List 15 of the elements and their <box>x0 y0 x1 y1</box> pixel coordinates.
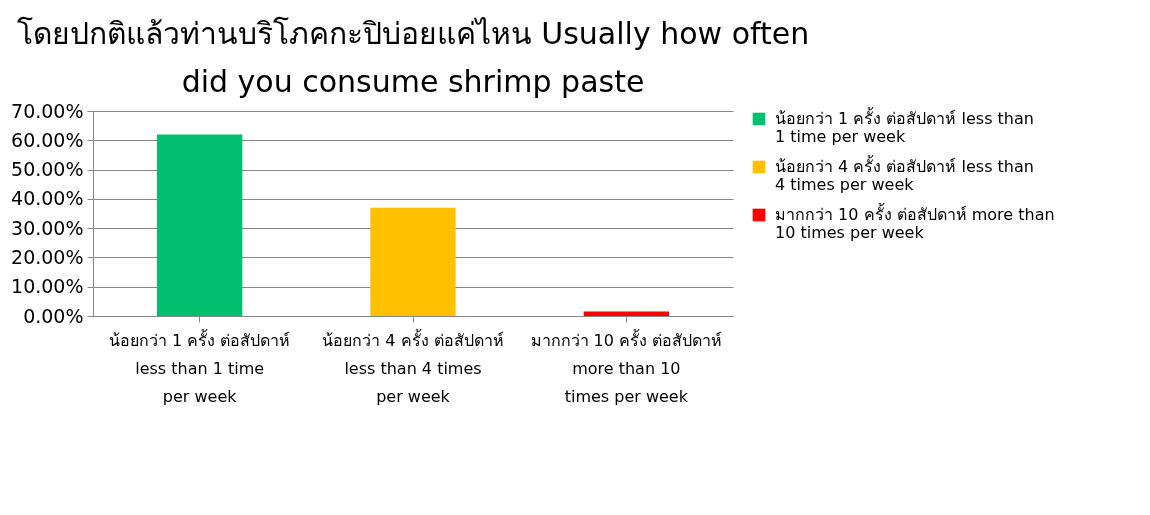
y-tick-label: 0.00% <box>23 304 84 327</box>
y-tick-label: 60.00% <box>11 128 84 151</box>
y-tick-label: 40.00% <box>11 187 84 210</box>
x-tick-label: น้อยกว่า 1 ครั้ง ต่อสัปดาห์ less than 1 time per week <box>108 328 291 406</box>
y-tick-label: 20.00% <box>11 245 84 268</box>
y-tick-label: 30.00% <box>11 216 84 239</box>
x-tick-label: มากกว่า 10 ครั้ง ต่อสัปดาห์ more than 10 times per week <box>530 328 723 406</box>
legend-label: น้อยกว่า 4 ครั้ง ต่อสัปดาห์ less than 4 times per week <box>775 155 1034 194</box>
y-tick-label: 70.00% <box>11 99 84 122</box>
y-tick-label: 10.00% <box>11 275 84 298</box>
legend-label: มากกว่า 10 ครั้ง ต่อสัปดาห์ more than 10 times per week <box>775 203 1055 242</box>
legend-label: น้อยกว่า 1 ครั้ง ต่อสัปดาห์ less than 1 time per week <box>775 107 1034 146</box>
x-tick-label: น้อยกว่า 4 ครั้ง ต่อสัปดาห์ less than 4 times per week <box>322 328 504 406</box>
y-tick-label: 50.00% <box>11 158 84 181</box>
chart-title: โดยปกติแล้วท่านบริโภคกะปิบ่อยแค่ไหน Usually how often did you consume shrimp paste <box>16 16 810 99</box>
